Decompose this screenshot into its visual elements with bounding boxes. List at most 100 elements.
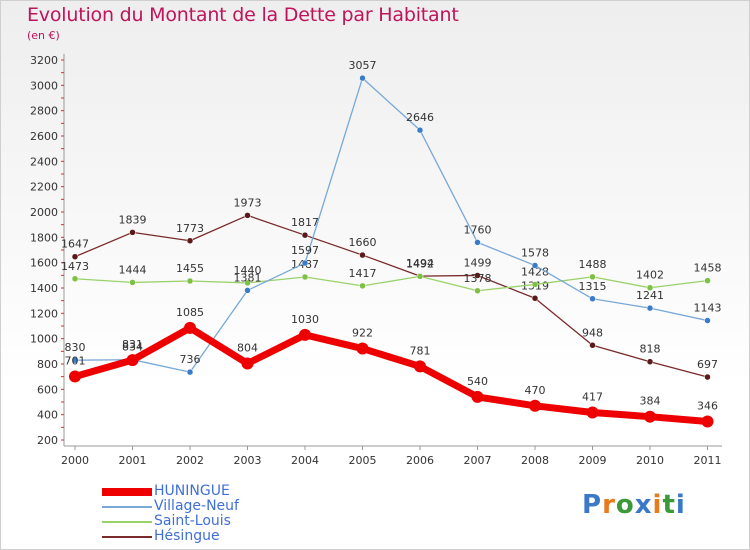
data-label-huningue: 1030	[291, 313, 319, 326]
data-label-h-singue: 948	[582, 326, 603, 339]
logo-letter: x	[634, 490, 653, 520]
legend-swatch	[102, 521, 152, 523]
x-tick-label: 2003	[234, 454, 262, 467]
x-tick-label: 2007	[464, 454, 492, 467]
data-label-saint-louis: 1488	[579, 258, 607, 271]
data-point-saint-louis	[531, 281, 539, 288]
data-point-huningue	[414, 360, 426, 373]
data-label-saint-louis: 1378	[464, 272, 492, 285]
data-label-saint-louis: 1428	[521, 265, 549, 278]
data-point-village-neuf	[186, 368, 194, 376]
data-point-h-singue	[359, 251, 366, 259]
data-label-village-neuf: 3057	[349, 59, 377, 72]
data-point-saint-louis	[359, 282, 366, 290]
x-tick-label: 2010	[636, 454, 664, 467]
data-point-village-neuf	[704, 317, 711, 324]
proxiti-logo: Proxiti	[582, 490, 686, 520]
data-label-h-singue: 697	[697, 358, 718, 371]
legend-label: Saint-Louis	[154, 513, 231, 529]
y-tick-label: 1600	[30, 257, 58, 270]
legend-swatch	[102, 536, 152, 538]
data-label-saint-louis: 1440	[234, 264, 262, 277]
data-label-h-singue: 1647	[61, 238, 89, 251]
data-point-h-singue	[186, 237, 194, 245]
x-tick-label: 2004	[291, 454, 319, 467]
data-point-h-singue	[474, 272, 481, 279]
data-point-village-neuf	[646, 304, 654, 312]
data-point-saint-louis	[416, 273, 424, 280]
data-label-village-neuf: 830	[65, 341, 86, 354]
data-point-huningue	[184, 321, 196, 334]
data-point-village-neuf	[301, 259, 309, 267]
x-tick-label: 2006	[406, 454, 434, 467]
data-label-huningue: 470	[525, 384, 546, 397]
series-line-village-neuf	[74, 77, 708, 373]
data-point-huningue	[529, 399, 541, 412]
data-label-village-neuf: 1578	[521, 246, 549, 259]
x-tick-label: 2001	[119, 454, 147, 467]
series-line-huningue	[74, 324, 708, 425]
x-tick-label: 2011	[694, 454, 722, 467]
data-point-h-singue	[71, 253, 79, 260]
y-tick-label: 2600	[30, 130, 58, 143]
data-point-saint-louis	[646, 284, 654, 291]
y-tick-label: 2400	[30, 155, 58, 168]
data-point-huningue	[356, 342, 369, 355]
data-label-village-neuf: 736	[180, 353, 201, 366]
data-point-huningue	[299, 328, 311, 341]
data-label-h-singue: 1973	[234, 196, 262, 209]
data-point-huningue	[701, 415, 714, 428]
data-point-village-neuf	[359, 74, 366, 82]
logo-letter: P	[582, 490, 603, 520]
data-point-village-neuf	[531, 262, 539, 269]
data-label-huningue: 384	[640, 395, 661, 408]
data-point-huningue	[586, 406, 599, 419]
data-label-village-neuf: 2646	[406, 111, 434, 124]
data-point-saint-louis	[244, 279, 251, 287]
x-tick-label: 2009	[579, 454, 607, 467]
data-label-village-neuf: 1597	[291, 244, 319, 257]
data-label-saint-louis: 1444	[119, 263, 147, 276]
data-point-huningue	[69, 370, 81, 383]
data-label-huningue: 781	[410, 344, 431, 357]
data-point-huningue	[471, 390, 484, 403]
data-label-huningue: 540	[467, 375, 488, 388]
data-point-h-singue	[244, 212, 251, 219]
logo-letter: r	[602, 490, 616, 520]
data-point-saint-louis	[704, 277, 711, 284]
chart-title: Evolution du Montant de la Dette par Hab…	[27, 4, 459, 26]
data-label-huningue: 922	[352, 327, 373, 340]
data-label-huningue: 346	[697, 400, 718, 413]
logo-letter: o	[615, 490, 635, 520]
y-tick-label: 1800	[30, 231, 58, 244]
data-point-h-singue	[704, 373, 711, 381]
x-tick-label: 2002	[176, 454, 204, 467]
data-label-village-neuf: 834	[122, 341, 143, 354]
data-point-h-singue	[646, 358, 654, 365]
logo-letter: i	[652, 490, 663, 520]
data-label-huningue: 417	[582, 391, 603, 404]
legend-swatch	[102, 506, 152, 508]
y-tick-label: 2000	[30, 206, 58, 219]
data-label-saint-louis: 1473	[61, 260, 89, 273]
y-tick-label: 3200	[30, 54, 58, 67]
logo-letter: i	[675, 490, 686, 520]
data-label-saint-louis: 1455	[176, 262, 204, 275]
data-label-village-neuf: 1315	[579, 280, 607, 293]
data-label-h-singue: 1839	[119, 213, 147, 226]
data-label-huningue: 1085	[176, 306, 204, 319]
data-label-village-neuf: 1760	[464, 223, 492, 236]
x-tick-label: 2008	[521, 454, 549, 467]
y-tick-label: 2800	[30, 105, 58, 118]
data-point-saint-louis	[589, 273, 596, 281]
data-point-village-neuf	[474, 239, 481, 246]
y-tick-label: 200	[37, 434, 58, 447]
data-label-h-singue: 1494	[406, 257, 434, 270]
data-label-village-neuf: 1381	[234, 271, 262, 284]
x-tick-label: 2000	[61, 454, 89, 467]
legend-swatch	[102, 488, 152, 496]
y-tick-label: 400	[37, 409, 58, 422]
data-label-saint-louis: 1417	[349, 267, 377, 280]
